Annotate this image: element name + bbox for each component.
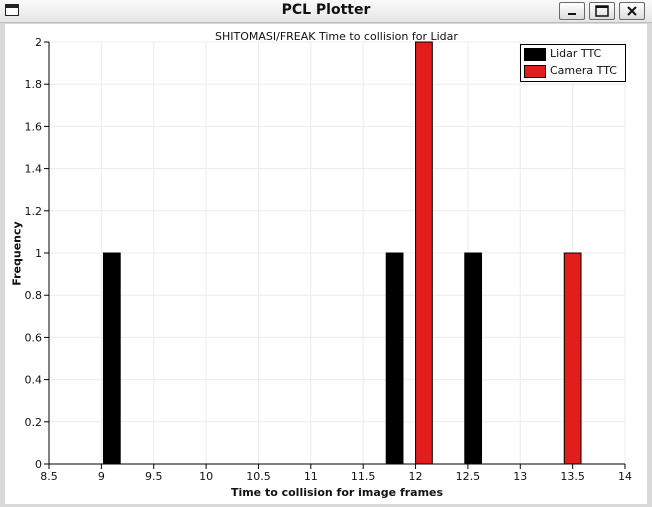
window-title: PCL Plotter	[281, 2, 371, 18]
x-tick-label: 12.5	[456, 470, 481, 483]
minimize-icon	[568, 13, 576, 15]
close-button[interactable]	[619, 2, 645, 20]
y-tick-label: 0.2	[25, 416, 43, 429]
x-tick-label: 12	[409, 470, 423, 483]
y-tick-label: 1.6	[25, 120, 43, 133]
window-icon	[5, 4, 19, 16]
x-tick-label: 14	[618, 470, 632, 483]
y-tick-label: 0.6	[25, 331, 43, 344]
minimize-button[interactable]	[559, 2, 585, 20]
y-tick-label: 1.2	[25, 205, 43, 218]
axes: 8.5 9 9.5 10 10.5 11 11.5 12 12.5 13 13.5 1400.20.4…	[25, 36, 633, 483]
y-tick-label: 1.8	[25, 78, 43, 91]
bar-camera	[415, 41, 433, 465]
legend-label-lidar: Lidar TTC	[550, 47, 602, 60]
y-tick-label: 0.4	[25, 374, 43, 387]
x-tick-label: 9.5	[145, 470, 163, 483]
x-tick-label: 9	[98, 470, 105, 483]
x-tick-label: 8.5	[40, 470, 58, 483]
y-tick-label: 0	[35, 458, 42, 471]
close-icon	[627, 6, 637, 16]
legend-label-camera: Camera TTC	[550, 64, 617, 77]
y-tick-label: 1.4	[25, 163, 43, 176]
grid	[48, 41, 626, 465]
bars	[102, 41, 582, 465]
maximize-button[interactable]	[589, 2, 615, 20]
y-tick-label: 2	[35, 36, 42, 49]
x-tick-label: 10.5	[246, 470, 271, 483]
x-axis-label: Time to collision for image frames	[230, 486, 444, 499]
y-axis-label: Frequency	[10, 221, 24, 286]
legend: Lidar TTC Camera TTC	[520, 44, 626, 82]
legend-swatch-camera	[524, 65, 546, 78]
x-tick-label: 13.5	[560, 470, 585, 483]
legend-swatch-lidar	[524, 48, 546, 61]
x-tick-label: 10	[199, 470, 213, 483]
chart-title: SHITOMASI/FREAK Time to collision for Li…	[215, 30, 458, 43]
x-tick-label: 11	[304, 470, 318, 483]
maximize-icon	[595, 5, 609, 17]
bar-lidar	[102, 252, 121, 465]
y-tick-label: 1	[35, 247, 42, 260]
plot-area: 8.5 9 9.5 10 10.5 11 11.5 12 12.5 13 13.5 14 0 0.2 0.4…	[5, 24, 647, 504]
x-tick-label: 13	[513, 470, 527, 483]
x-tick-label: 11.5	[351, 470, 376, 483]
chart: 8.5 9 9.5 10 10.5 11 11.5 12 12.5 13 13.5 1400.20.4…	[25, 36, 633, 483]
title-bar: PCL Plotter	[0, 0, 652, 23]
bar-lidar	[464, 252, 483, 465]
bar-camera	[563, 252, 582, 465]
bar-lidar	[385, 252, 404, 465]
y-tick-label: 0.8	[25, 289, 43, 302]
